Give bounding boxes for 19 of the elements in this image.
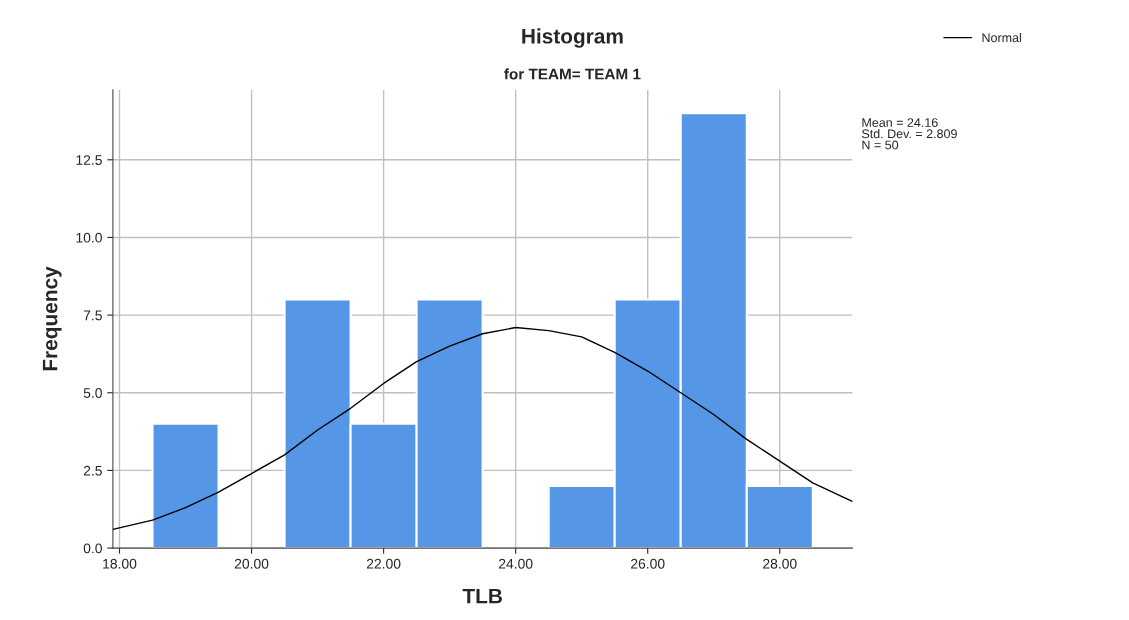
x-tick-label: 28.00: [763, 558, 797, 569]
y-tick-label: 5.0: [83, 388, 102, 398]
x-tick-label: 26.00: [631, 558, 665, 569]
chart-title: Histogram: [522, 28, 623, 48]
y-tick-label: 10.0: [76, 232, 102, 243]
x-tick-label: 20.00: [234, 558, 269, 569]
x-tick-label: 18.00: [103, 558, 137, 569]
y-tick-label: 12.5: [76, 155, 102, 165]
line-series: [112, 326, 853, 531]
x-tick-label: 22.00: [366, 558, 401, 569]
y-axis-title: Frequency: [42, 266, 62, 371]
x-tick-label: 24.00: [498, 558, 533, 569]
chart-subtitle: for TEAM= TEAM 1: [504, 68, 641, 80]
x-axis-title: TLB: [462, 588, 502, 604]
y-tick-label: 2.5: [83, 465, 102, 476]
text: Mean = 24.16 Std. Dev. = 2.809 N = 50: [862, 118, 957, 150]
y-tick-label: 7.5: [83, 310, 102, 321]
y-tick-label: 0.0: [83, 543, 102, 554]
legend-label: Normal: [982, 32, 1021, 43]
